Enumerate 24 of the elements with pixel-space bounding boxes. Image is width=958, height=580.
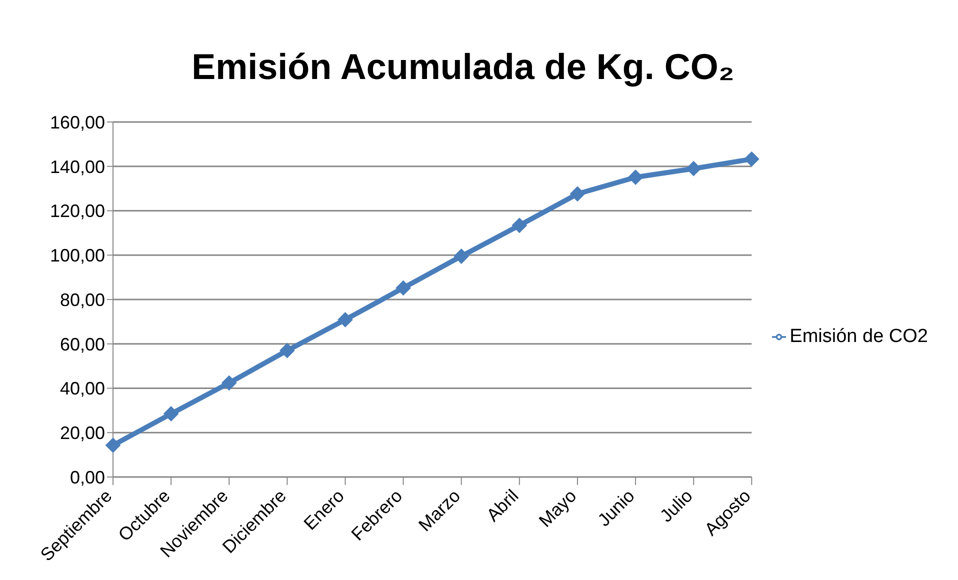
y-tick-label: 40,00 — [60, 378, 105, 399]
point — [686, 161, 702, 176]
y-tick-label: 80,00 — [60, 290, 105, 310]
y-tick-label: 140,00 — [50, 156, 105, 177]
point — [454, 248, 469, 264]
point — [396, 280, 411, 296]
chart-title: Emisión Acumulada de Kg. CO₂ — [190, 45, 736, 89]
point — [280, 343, 295, 358]
point — [222, 375, 237, 390]
y-tick-label: 100,00 — [50, 246, 105, 266]
point — [338, 312, 353, 328]
y-tick-label: 0,00 — [70, 467, 105, 488]
legend-label: Emisión de CO2 — [790, 326, 928, 347]
y-tick-label: 60,00 — [60, 334, 105, 354]
point — [570, 186, 585, 202]
y-tick-label: 120,00 — [50, 201, 105, 222]
point — [744, 152, 760, 167]
y-tick-label: 20,00 — [60, 423, 105, 444]
point — [512, 218, 527, 233]
point — [106, 438, 120, 453]
point — [164, 406, 179, 422]
point — [628, 170, 644, 185]
y-tick-label: 160,00 — [50, 112, 105, 132]
x-tick-label: Julio — [656, 486, 696, 526]
